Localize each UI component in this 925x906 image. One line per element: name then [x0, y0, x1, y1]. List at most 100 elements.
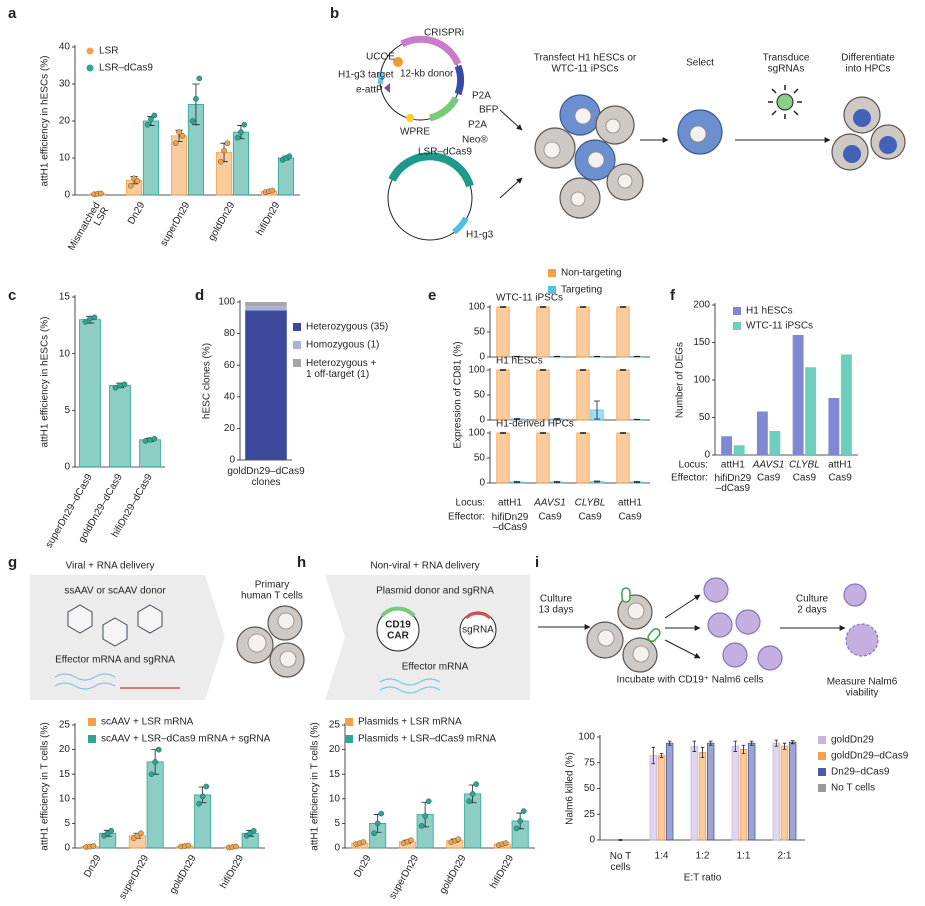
error-bar — [619, 432, 627, 434]
y-tick-label: 25 — [584, 809, 596, 820]
label: Culture 13 days — [538, 593, 573, 615]
y-tick-label: 0 — [479, 415, 485, 426]
x-tick-label: hifiDn29 — [255, 200, 283, 238]
legend-label: H1 hESCs — [746, 306, 793, 317]
x-tick-label: hifiDn29 — [218, 853, 246, 891]
locus-label: AAVS1 — [752, 460, 785, 471]
y-axis-label: attH1 efficiency in hESCs (%) — [40, 317, 51, 448]
legend-label: scAAV + LSR–dCas9 mRNA + sgRNA — [101, 734, 271, 745]
label: H1-g3 target — [338, 70, 394, 81]
locus-label: attH1 — [498, 498, 522, 509]
label: CD19 CAR — [385, 619, 411, 641]
subplot-title: WTC-11 iPSCs — [496, 293, 563, 304]
data-point — [138, 830, 144, 837]
x-tick-label: superDn29 — [117, 853, 151, 901]
error-bar — [700, 746, 705, 758]
data-point — [224, 140, 231, 146]
data-point — [199, 793, 206, 800]
bar — [576, 432, 590, 484]
legend-swatch — [293, 341, 301, 349]
data-point — [179, 132, 186, 139]
bar — [733, 445, 745, 455]
bar — [79, 319, 101, 468]
nalm6-dead-cell — [845, 623, 879, 657]
data-point — [513, 825, 520, 832]
data-point — [112, 384, 119, 391]
ucoe-mark — [393, 57, 403, 67]
y-tick-label: 0 — [704, 450, 710, 461]
y-tick-label: 100 — [468, 302, 485, 313]
data-point — [422, 813, 428, 819]
data-point — [134, 178, 141, 184]
bar — [840, 354, 852, 455]
nalm6-cell — [843, 583, 867, 607]
legend-label: goldDn29–dCas9 — [831, 751, 909, 762]
y-tick-label: 10 — [59, 793, 71, 804]
error-bar — [499, 369, 507, 371]
panel-letter: a — [8, 5, 17, 22]
effector-label: Cas9 — [538, 512, 562, 523]
y-tick-label: 150 — [693, 337, 710, 348]
bar — [616, 432, 630, 484]
legend-swatch — [88, 735, 96, 743]
y-tick-label: 15 — [329, 769, 341, 780]
y-tick-label: 50 — [584, 783, 596, 794]
bar — [496, 369, 510, 421]
y-axis-label: Expression of CD81 (%) — [453, 341, 464, 448]
label: Plasmid donor and sgRNA — [376, 586, 494, 597]
label: Viral + RNA delivery — [65, 561, 154, 572]
error-bar — [619, 306, 627, 308]
y-tick-label: 15 — [59, 292, 71, 303]
legend-label: goldDn29 — [831, 735, 874, 746]
y-tick-label: 100 — [578, 732, 595, 743]
y-tick-label: 0 — [229, 455, 235, 466]
nucleus — [279, 650, 297, 668]
g3-arc — [452, 216, 469, 235]
data-point — [286, 153, 293, 159]
legend-label: WTC-11 iPSCs — [746, 321, 813, 332]
x-tick-label: goldDn29–dCas9 clones — [227, 466, 305, 488]
y-tick-label: 50 — [474, 453, 486, 464]
bar — [805, 367, 817, 455]
bar — [721, 436, 733, 455]
legend-swatch — [733, 322, 741, 330]
row-label: Effector: — [671, 473, 708, 484]
x-tick-label: goldDn29 — [438, 853, 469, 896]
error-bar — [579, 306, 587, 308]
data-point — [98, 190, 104, 197]
data-point — [221, 147, 227, 154]
background-arrow — [325, 575, 530, 700]
error-bar — [513, 418, 521, 420]
nalm6-cells — [703, 577, 783, 671]
x-tick-label: goldDn29 — [206, 200, 237, 243]
arrow — [499, 109, 523, 131]
data-point — [148, 771, 155, 778]
bar — [657, 755, 666, 841]
legend-label: Plasmids + LSR mRNA — [358, 717, 462, 728]
effector-label: Cas9 — [793, 473, 817, 484]
bar — [245, 302, 287, 307]
error-bar — [553, 355, 561, 358]
legend-swatch — [345, 718, 353, 726]
data-point — [193, 96, 199, 102]
data-point — [241, 121, 248, 128]
legend-label: Homozygous (1) — [306, 340, 379, 351]
locus-label: AAVS1 — [533, 498, 566, 509]
bar — [789, 741, 797, 841]
bar — [232, 131, 249, 196]
car-icon — [647, 627, 661, 643]
y-tick-label: 200 — [693, 300, 710, 311]
row-label: Locus: — [456, 498, 485, 509]
legend-label: Heterozygous (35) — [306, 322, 388, 333]
bar — [731, 745, 739, 841]
mrna — [54, 673, 116, 690]
arrow — [664, 639, 701, 659]
y-tick-label: 100 — [693, 375, 710, 386]
data-point — [520, 808, 527, 814]
label: Incubate with CD19⁺ Nalm6 cells — [616, 675, 763, 686]
panel-letter: d — [195, 287, 204, 304]
y-tick-label: 25 — [329, 720, 341, 731]
y-tick-label: 0 — [64, 190, 70, 201]
error-bar — [539, 306, 547, 308]
panel-letter: g — [8, 554, 17, 571]
